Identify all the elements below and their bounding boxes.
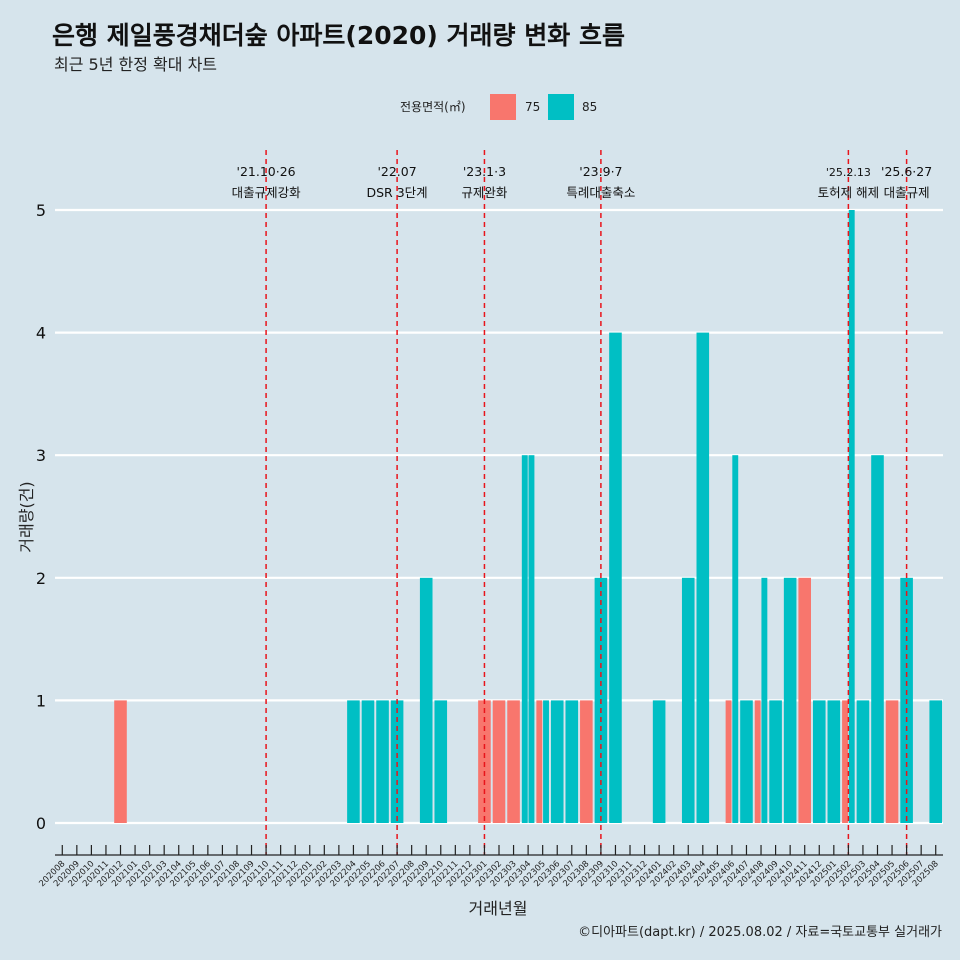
event-date-202110: '21.10·26	[237, 164, 296, 179]
bar-202207-85	[390, 700, 404, 823]
bar-202303-75	[507, 700, 520, 823]
bar-202304-85	[528, 455, 535, 823]
bar-202502-75	[842, 700, 848, 823]
event-label-202207: DSR 3단계	[367, 185, 428, 200]
y-tick-label-1: 1	[36, 691, 46, 710]
bar-202205-85	[361, 700, 375, 823]
bar-202407-85	[740, 700, 753, 823]
event-label-202110: 대출규제강화	[232, 185, 302, 200]
bar-202308-75	[580, 700, 593, 823]
event-date-202207: '22.07	[377, 164, 416, 179]
event-date-202506: '25.6·27	[881, 164, 932, 179]
bar-202310-85	[609, 332, 622, 823]
event-date-202301: '23.1·3	[463, 164, 506, 179]
x-axis: 2020082020092020102020112020122021012021…	[37, 845, 943, 889]
bar-202307-85	[565, 700, 579, 823]
chart-title: 은행 제일풍경채더숲 아파트(2020) 거래량 변화 흐름	[52, 21, 625, 50]
event-label-202506: 대출규제	[884, 185, 930, 200]
bar-202404-85	[696, 332, 710, 823]
bar-202206-85	[376, 700, 389, 823]
bar-202302-75	[492, 700, 506, 823]
bar-202406-75	[725, 700, 732, 823]
bar-202408-75	[754, 700, 761, 823]
bar-202305-75	[536, 700, 543, 823]
legend-label-75: 75	[525, 100, 540, 114]
bar-202204-85	[347, 700, 360, 823]
y-tick-label-4: 4	[36, 324, 46, 343]
x-axis-title: 거래년월	[469, 899, 528, 918]
bar-202503-85	[856, 700, 870, 823]
bar-202411-75	[798, 577, 812, 823]
legend-swatch-85	[548, 94, 574, 120]
legend-swatch-75	[490, 94, 516, 120]
events: '21.10·26 대출규제강화 '22.07 DSR 3단계 '23.1·3 규제완화 '…	[232, 150, 932, 855]
event-label-202301: 규제완화	[461, 185, 508, 200]
bar-202504-85	[871, 455, 884, 823]
bar-202409-85	[769, 700, 782, 823]
bar-202012-75	[114, 700, 127, 823]
bar-202412-85	[812, 700, 826, 823]
y-tick-label-3: 3	[36, 446, 46, 465]
bar-202408-85	[761, 577, 768, 823]
bars	[114, 210, 943, 823]
bar-202304-85	[521, 455, 528, 823]
bar-202305-85	[543, 700, 549, 823]
event-date-202502: '25.2.13	[826, 166, 871, 179]
bar-202502-85	[848, 210, 855, 823]
bar-202505-75	[885, 700, 899, 823]
bar-202401-85	[652, 700, 666, 823]
bar-202301-75	[478, 700, 491, 823]
event-date-202309: '23.9·7	[579, 164, 622, 179]
legend: 전용면적(㎡) 75 85	[400, 94, 597, 120]
legend-title: 전용면적(㎡)	[400, 100, 466, 114]
bar-202410-85	[783, 577, 797, 823]
caption: ©디아파트(dapt.kr) / 2025.08.02 / 자료=국토교통부 실…	[578, 925, 942, 940]
y-axis: 0 1 2 3 4 5	[36, 201, 46, 833]
y-axis-title: 거래량(건)	[17, 481, 36, 552]
bar-202210-85	[434, 700, 448, 823]
y-tick-label-5: 5	[36, 201, 46, 220]
bar-202403-85	[681, 577, 695, 823]
bar-202501-85	[827, 700, 841, 823]
event-label-202502: 토허제 해제	[818, 185, 879, 200]
bar-202209-85	[419, 577, 433, 823]
bar-202306-85	[550, 700, 564, 823]
bar-202406-85	[732, 455, 739, 823]
y-tick-label-2: 2	[36, 569, 46, 588]
y-tick-label-0: 0	[36, 814, 46, 833]
chart-subtitle: 최근 5년 한정 확대 차트	[54, 55, 217, 74]
bar-202508-85	[929, 700, 943, 823]
event-label-202309: 특례대출축소	[566, 185, 635, 200]
legend-label-85: 85	[582, 100, 597, 114]
